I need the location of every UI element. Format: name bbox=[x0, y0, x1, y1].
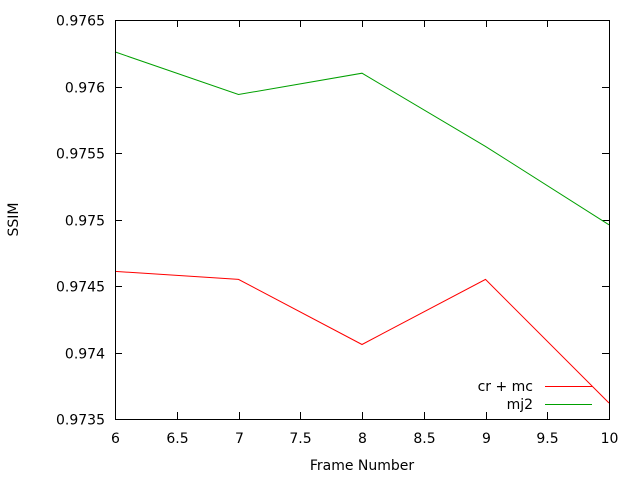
y-tick-label: 0.975 bbox=[65, 214, 105, 230]
x-axis-label: Frame Number bbox=[310, 458, 415, 474]
y-tick-label: 0.9735 bbox=[56, 413, 105, 429]
y-tick-label: 0.974 bbox=[65, 347, 105, 363]
ticks-layer: 6 6.5 7 7.5 8 8.5 9 9.5 10 0.9735 0.974 0.9745 0.975… bbox=[56, 14, 618, 448]
x-tick-label: 9 bbox=[482, 431, 491, 447]
series-line-cr-mc bbox=[114, 270, 610, 404]
x-tick-label: 7 bbox=[235, 431, 244, 447]
series-layer bbox=[114, 51, 610, 404]
y-tick-label: 0.9755 bbox=[56, 147, 105, 163]
x-tick-label: 10 bbox=[601, 431, 619, 447]
x-tick-label: 8 bbox=[358, 431, 367, 447]
x-tick-label: 7.5 bbox=[289, 431, 311, 447]
legend-label: mj2 bbox=[507, 397, 533, 413]
x-tick-label: 8.5 bbox=[413, 431, 435, 447]
series-line-mj2 bbox=[114, 51, 610, 226]
y-tick-label: 0.976 bbox=[65, 81, 105, 97]
plot-frame bbox=[115, 20, 610, 420]
legend: cr + mc mj2 bbox=[478, 379, 592, 413]
y-axis-label: SSIM bbox=[6, 203, 22, 237]
x-tick-label: 6.5 bbox=[166, 431, 188, 447]
x-tick-label: 9.5 bbox=[536, 431, 558, 447]
y-tick-label: 0.9765 bbox=[56, 14, 105, 30]
legend-label: cr + mc bbox=[478, 379, 533, 395]
x-tick-label: 6 bbox=[111, 431, 120, 447]
y-tick-label: 0.9745 bbox=[56, 280, 105, 296]
